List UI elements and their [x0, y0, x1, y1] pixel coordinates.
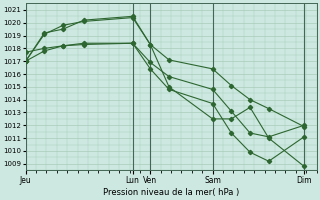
X-axis label: Pression niveau de la mer( hPa ): Pression niveau de la mer( hPa ) [103, 188, 239, 197]
